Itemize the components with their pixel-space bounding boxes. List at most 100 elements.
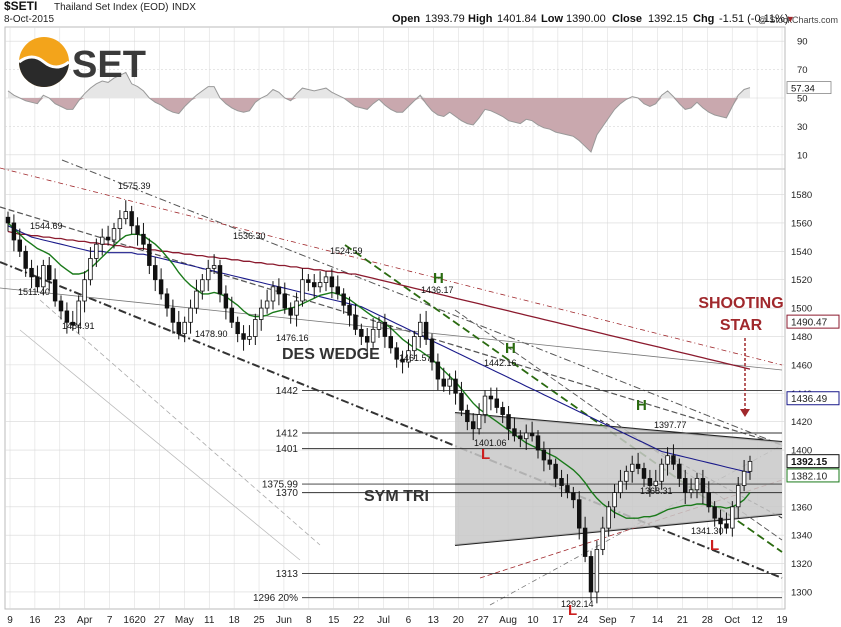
- candle-body: [17, 239, 23, 252]
- candle-body: [294, 300, 299, 316]
- candle-body: [741, 470, 747, 486]
- annotation-des-wedge: DES WEDGE: [282, 346, 380, 363]
- svg-text:High: High: [468, 13, 493, 25]
- horizontal-level-label: 1313: [276, 569, 299, 580]
- candle-body: [500, 407, 505, 415]
- price-tick-label: 1520: [791, 275, 812, 286]
- candle-body: [35, 276, 40, 288]
- x-tick-label: 15: [328, 615, 340, 626]
- candle-body: [553, 463, 558, 479]
- price-tick-label: 1300: [791, 587, 812, 598]
- candle-body: [688, 489, 694, 494]
- candle-body: [470, 421, 476, 430]
- ma-red-line: [7, 230, 751, 370]
- candle-body: [164, 293, 170, 309]
- trendline: [0, 261, 783, 579]
- chart-date: 8-Oct-2015: [4, 14, 54, 25]
- price-point-label: 1536.30: [233, 231, 266, 241]
- candle-body: [712, 506, 717, 519]
- candle-body: [482, 395, 488, 415]
- candle-body: [288, 307, 293, 316]
- rsi-value-label: 57.34: [791, 84, 815, 95]
- x-tick-label: 28: [702, 615, 714, 626]
- candle-body: [582, 527, 588, 557]
- candle-body: [624, 470, 629, 482]
- price-point-label: 1401.06: [474, 438, 507, 448]
- symbol-title: $SETI: [4, 0, 37, 13]
- candle-body: [5, 216, 11, 224]
- exchange-label: INDX: [172, 2, 196, 13]
- price-tags: 1490.47 1436.49 1392.15 1382.10: [786, 314, 840, 483]
- svg-text:-1.51 (-0.11%): -1.51 (-0.11%): [719, 13, 789, 25]
- candle-body: [382, 321, 388, 337]
- candle-body: [335, 286, 341, 295]
- candle-body: [518, 435, 523, 440]
- price-tick-label: 1560: [791, 218, 812, 229]
- candle-body: [235, 321, 240, 335]
- candle-body: [170, 307, 176, 323]
- candle-body: [311, 282, 317, 288]
- candle-body: [706, 492, 712, 508]
- candle-body: [194, 290, 199, 309]
- candle-body: [659, 463, 664, 482]
- x-tick-label: 1620: [123, 615, 146, 626]
- x-tick-label: Apr: [77, 615, 93, 626]
- candle-body: [370, 328, 376, 343]
- candle-body: [565, 485, 570, 494]
- candle-body: [594, 548, 600, 593]
- candle-body: [671, 455, 676, 465]
- candle-body: [394, 347, 399, 360]
- x-tick-label: 24: [577, 615, 589, 626]
- candle-body: [494, 398, 500, 408]
- copyright: @ StockCharts.com: [758, 15, 838, 25]
- candle-body: [635, 463, 641, 469]
- price-tag-label: 1490.47: [791, 318, 828, 329]
- logo-text: SET: [72, 44, 146, 86]
- rsi-axis: 90 70 50 30 10 57.34: [786, 37, 832, 161]
- candle-body: [600, 527, 606, 550]
- candle-body: [200, 279, 205, 292]
- x-tick-label: May: [175, 615, 194, 626]
- rsi-tick-label: 70: [797, 65, 808, 76]
- candle-body: [694, 478, 700, 491]
- rsi-area-below: [8, 98, 750, 152]
- candle-body: [559, 478, 564, 486]
- set-logo: SET: [18, 37, 146, 87]
- candle-body: [141, 233, 146, 245]
- candle-body: [329, 276, 335, 288]
- rsi-value-tag: [786, 81, 832, 94]
- candle-body: [606, 506, 611, 529]
- candle-body: [453, 378, 458, 394]
- candle-body: [182, 321, 187, 335]
- horizontal-level-label: 1442: [276, 386, 299, 397]
- candle-body: [29, 267, 34, 278]
- candle-body: [417, 321, 423, 337]
- annotation-l-1: L: [481, 446, 490, 463]
- x-tick-label: 14: [652, 615, 664, 626]
- x-tick-label: Sep: [599, 615, 617, 626]
- candle-body: [82, 279, 87, 302]
- horizontal-level-label: 1375.99: [262, 480, 299, 491]
- x-axis: 9 16 23 Apr 7 1620 27 May 11 18 25 Jun 8 15 22 Jul 6 13 20…: [7, 615, 788, 626]
- candle-body: [241, 333, 246, 340]
- x-tick-label: 8: [306, 615, 312, 626]
- price-point-label: 1461.57: [399, 353, 432, 363]
- price-tick-label: 1360: [791, 502, 812, 513]
- price-tick-label: 1500: [791, 304, 812, 315]
- price-tag-box: [786, 468, 840, 483]
- annotation-sym-tri: SYM TRI: [364, 488, 429, 505]
- x-tick-label: 27: [478, 615, 490, 626]
- ma-blue-line: [7, 225, 751, 474]
- price-point-label: 1292.14: [561, 599, 594, 609]
- price-point-label: 1524.59: [330, 246, 363, 256]
- candle-body: [76, 300, 81, 326]
- candle-body: [665, 455, 670, 465]
- x-tick-label: 11: [204, 615, 215, 626]
- candle-body: [52, 279, 58, 302]
- candle-body: [506, 414, 511, 430]
- svg-text:▼: ▼: [786, 14, 795, 24]
- candle-body: [41, 265, 46, 288]
- price-tick-label: 1540: [791, 247, 812, 258]
